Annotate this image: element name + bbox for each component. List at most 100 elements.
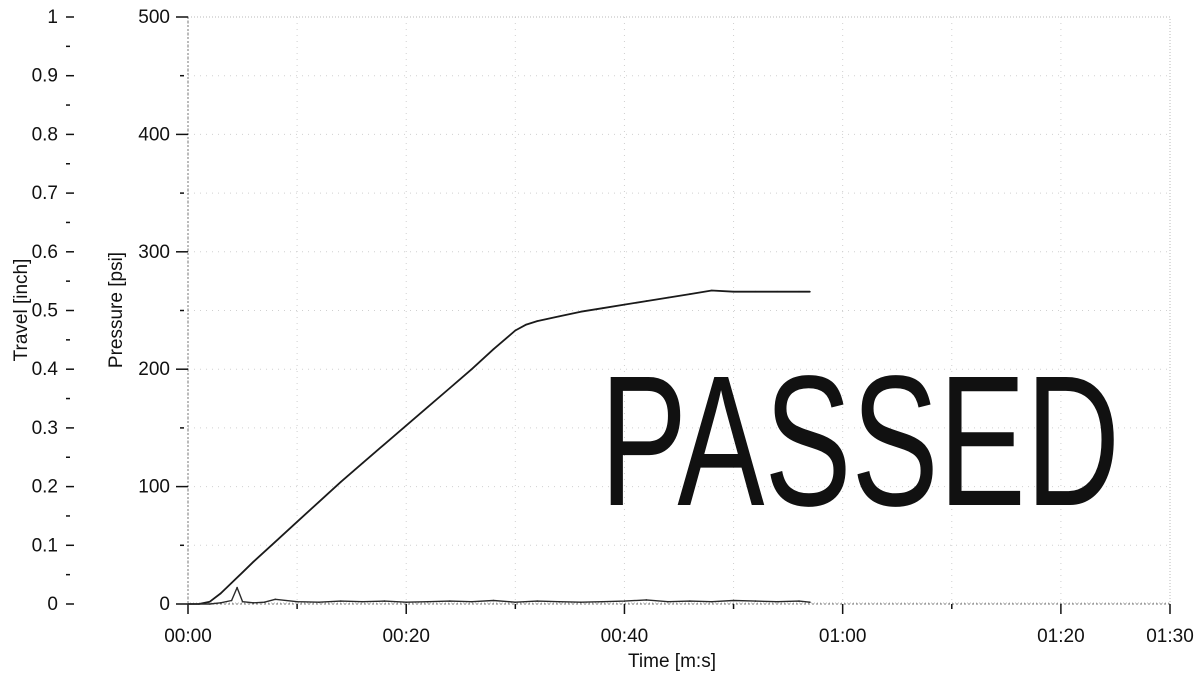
passed-stamp-text: PASSED: [600, 338, 1120, 545]
travel-tick-label: 0.5: [32, 301, 58, 322]
plot-frame: [187, 16, 1171, 604]
travel-data-point: [689, 600, 691, 602]
pressure-tick-label: 200: [138, 359, 170, 380]
pressure-data-point: [383, 443, 386, 446]
travel-tick-label: 0.4: [32, 359, 59, 380]
pressure-data-point: [798, 290, 800, 293]
x-tick-label: 00:40: [601, 626, 649, 647]
travel-data-point: [340, 600, 342, 602]
travel-data-point: [241, 600, 244, 603]
pressure-data-point: [340, 481, 342, 483]
travel-data-point: [361, 600, 364, 603]
pressure-tick-label: 400: [138, 124, 170, 145]
pressure-data-point: [252, 560, 255, 563]
tick-layer: 0 0.1 0.2 0.3 0.4 0.5 0.6 0.7 0.8 0.9 1 0 100 200 300 4…: [32, 7, 1194, 647]
pressure-data-point: [623, 303, 626, 306]
travel-data-point: [558, 600, 560, 603]
pressure-data-point: [219, 592, 222, 595]
pressure-data-point: [689, 293, 691, 295]
travel-data-point: [209, 603, 211, 605]
travel-data-point: [623, 600, 626, 602]
x-tick-label: 01:20: [1037, 626, 1085, 647]
travel-tick-label: 0.8: [32, 124, 58, 145]
travel-data-point: [427, 600, 429, 603]
travel-data-point: [536, 600, 538, 602]
pressure-data-point: [492, 348, 495, 351]
pressure-data-point: [601, 307, 604, 310]
travel-data-point: [296, 600, 298, 603]
x-tick-label: 00:20: [382, 626, 430, 647]
pressure-data-point: [754, 290, 757, 293]
x-tick-label: 01:00: [819, 626, 867, 647]
y-axis-label-pressure: Pressure [psi]: [106, 252, 127, 368]
travel-tick-label: 0.7: [32, 183, 58, 204]
pressure-data-point: [318, 501, 320, 503]
travel-data-point: [187, 603, 189, 605]
pressure-data-point: [427, 406, 429, 408]
travel-data-point: [667, 600, 669, 603]
travel-tick-label: 0.9: [32, 66, 58, 87]
travel-tick-label: 1: [47, 7, 58, 28]
pressure-tick-label: 500: [138, 7, 170, 28]
x-axis-label: Time [m:s]: [628, 651, 716, 672]
pressure-tick-label: 0: [159, 594, 170, 615]
travel-tick-label: 0.3: [32, 418, 58, 439]
travel-data-point: [710, 600, 713, 603]
travel-data-point: [601, 600, 604, 603]
travel-tick-label: 0: [47, 594, 58, 615]
travel-data-point: [449, 600, 451, 602]
travel-tick-label: 0.1: [32, 535, 58, 556]
travel-data-point: [263, 601, 266, 603]
pressure-data-point: [230, 582, 233, 584]
pressure-data-point: [361, 462, 364, 464]
travel-data-point: [732, 599, 735, 602]
y-axis-label-travel: Travel [inch]: [11, 259, 32, 362]
travel-data-point: [514, 601, 517, 603]
pressure-data-point: [525, 323, 527, 326]
pressure-data-point: [776, 290, 778, 293]
travel-data-point: [230, 599, 233, 602]
pressure-data-point: [667, 296, 669, 299]
pressure-data-point: [536, 320, 538, 322]
pressure-data-point: [405, 424, 408, 427]
travel-data-point: [318, 601, 320, 603]
travel-data-point: [383, 600, 386, 602]
pressure-data-point: [209, 600, 211, 603]
series-layer: [187, 289, 811, 605]
travel-data-point: [252, 602, 255, 604]
travel-data-point: [470, 600, 473, 603]
travel-data-point: [645, 599, 648, 601]
pressure-tick-label: 100: [138, 477, 170, 498]
travel-data-point: [219, 602, 222, 604]
pressure-series-line: [188, 289, 810, 605]
travel-data-point: [405, 601, 408, 603]
pressure-data-point: [645, 300, 648, 302]
pressure-data-point: [274, 541, 277, 543]
travel-data-point: [776, 600, 778, 603]
travel-tick-label: 0.2: [32, 477, 58, 498]
pressure-data-point: [710, 289, 713, 292]
x-tick-label: 00:00: [164, 626, 212, 647]
travel-data-point: [274, 598, 277, 601]
pressure-tick-label: 300: [138, 242, 170, 263]
pressure-data-point: [470, 368, 473, 371]
pressure-data-point: [732, 290, 735, 293]
pressure-data-point: [449, 387, 451, 389]
travel-data-point: [754, 600, 757, 602]
pressure-data-point: [558, 315, 560, 318]
travel-data-point: [236, 586, 238, 589]
pressure-data-point: [514, 329, 517, 332]
travel-data-point: [798, 600, 800, 602]
pressure-data-point: [241, 571, 244, 574]
travel-tick-label: 0.6: [32, 242, 58, 263]
pressure-data-point: [809, 290, 811, 293]
travel-series-line: [188, 586, 810, 605]
travel-data-point: [580, 601, 582, 603]
pressure-data-point: [580, 310, 582, 313]
travel-data-point: [809, 601, 811, 603]
passed-stamp: PASSED: [600, 338, 1120, 545]
pressure-data-point: [296, 521, 298, 523]
travel-data-point: [492, 599, 495, 602]
